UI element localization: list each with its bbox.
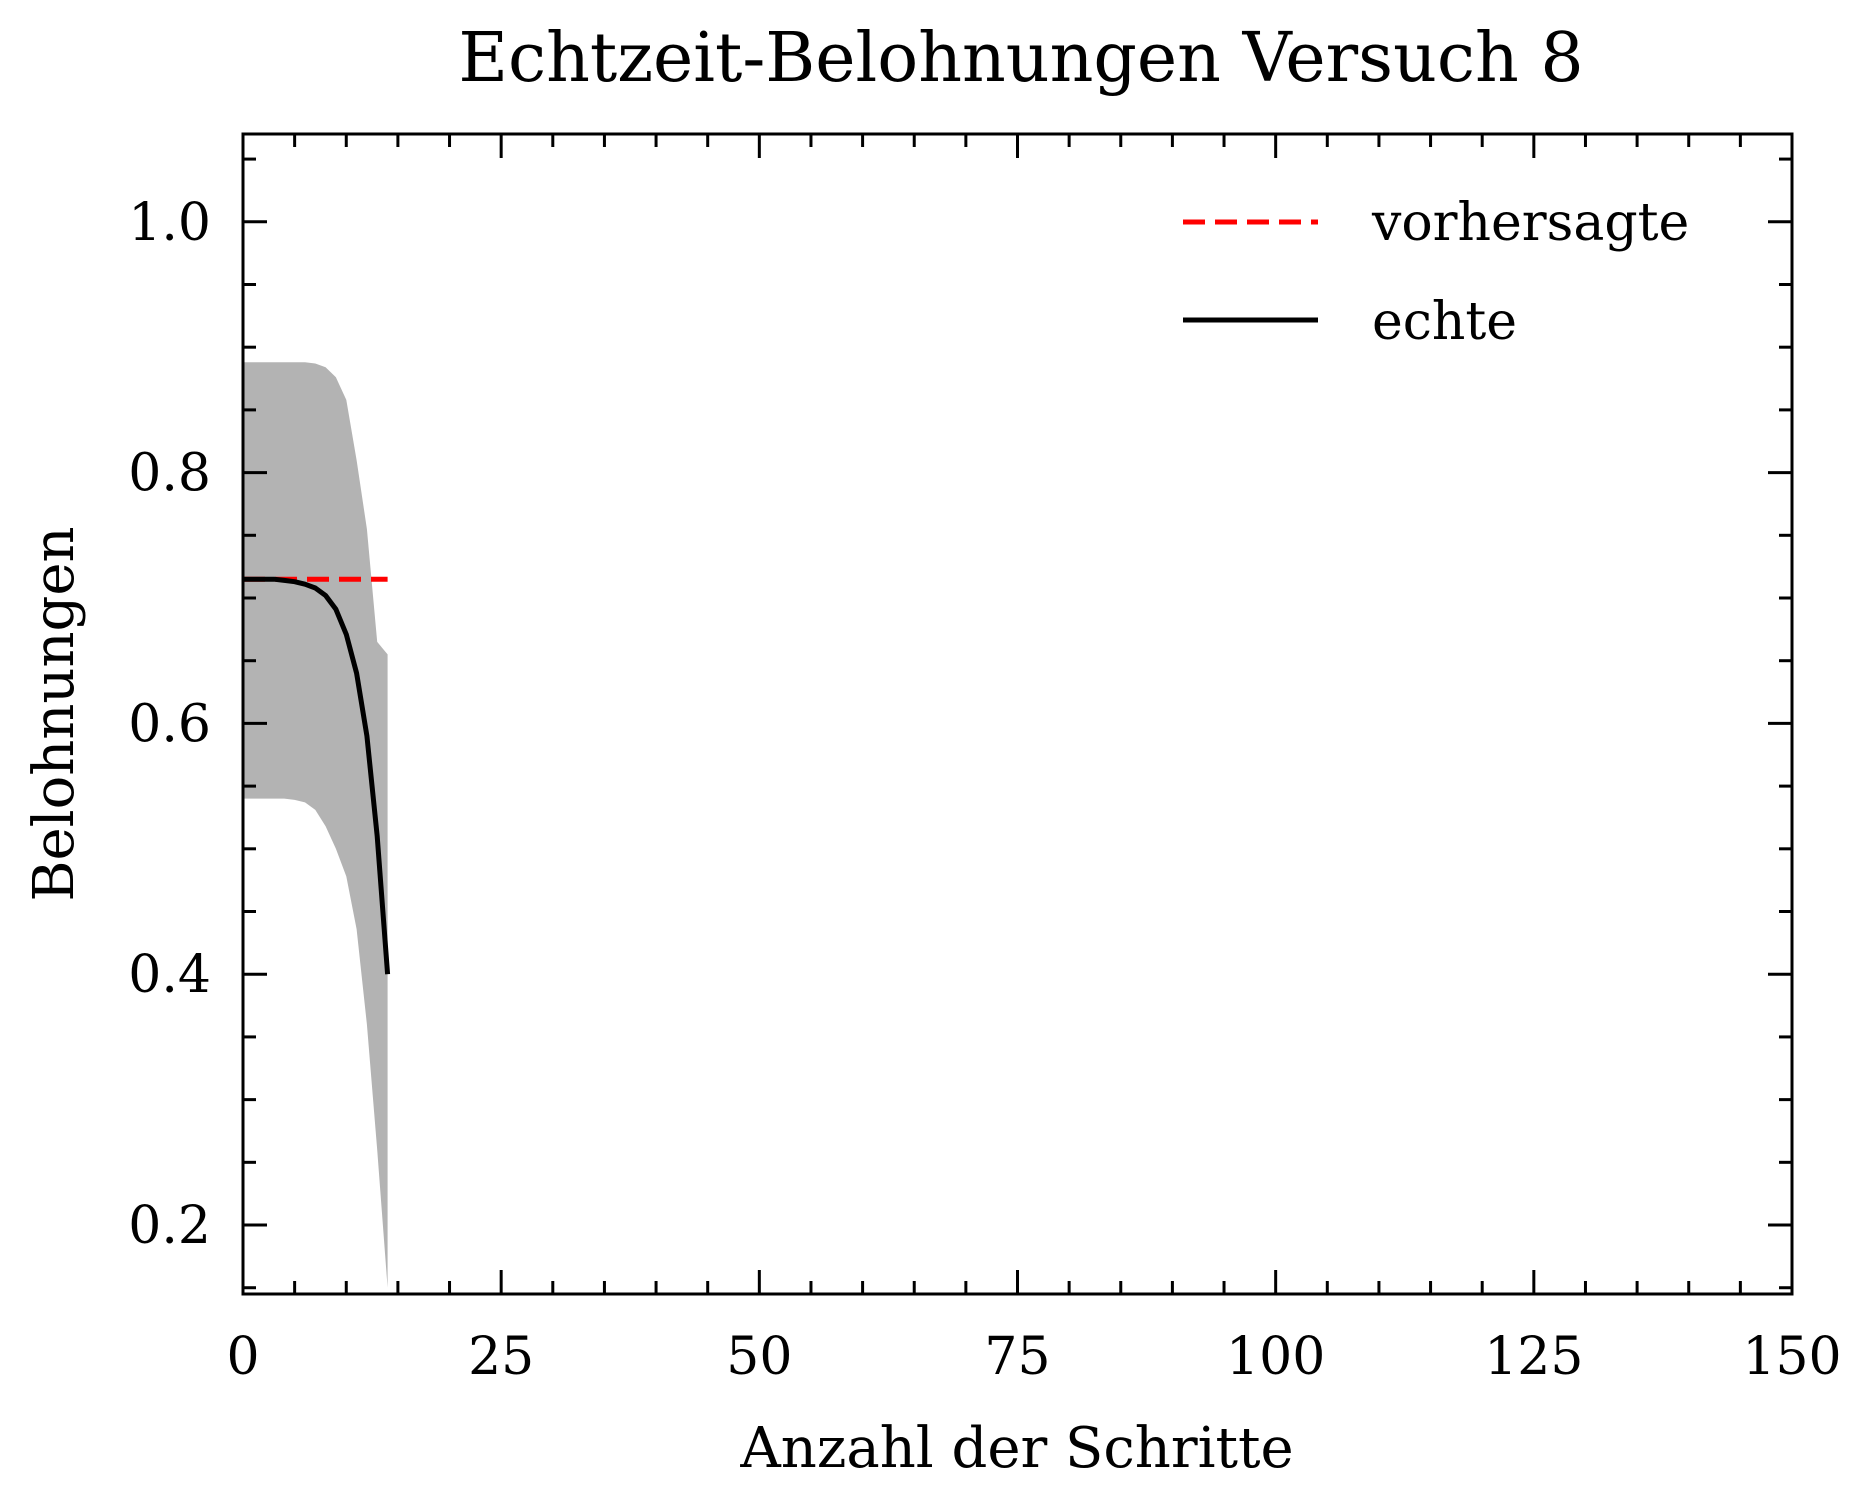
series-line-echte bbox=[243, 576, 391, 975]
x-tick-label: 0 bbox=[226, 1327, 259, 1387]
legend: vorhersagte echte bbox=[1183, 193, 1689, 352]
x-axis-label: Anzahl der Schritte bbox=[739, 1416, 1293, 1481]
y-axis-label: Belohnungen bbox=[22, 526, 87, 901]
y-tick-label: 0.2 bbox=[128, 1196, 211, 1256]
legend-label-vorhersagte: vorhersagte bbox=[1371, 193, 1689, 253]
x-tick-label: 100 bbox=[1226, 1327, 1325, 1387]
x-tick-label: 25 bbox=[468, 1327, 534, 1387]
axis-tick-labels: 0 25 50 75 100 125 150 0.2 0.4 0.6 0.8 1.0 bbox=[128, 193, 1841, 1387]
y-tick-label: 0.4 bbox=[128, 945, 211, 1005]
confidence-band bbox=[243, 362, 388, 1288]
x-tick-label: 75 bbox=[984, 1327, 1050, 1387]
x-tick-label: 50 bbox=[726, 1327, 792, 1387]
plot-frame bbox=[241, 132, 1794, 1296]
plot-area bbox=[243, 362, 391, 1288]
y-tick-label: 0.8 bbox=[128, 444, 211, 504]
x-tick-label: 150 bbox=[1742, 1327, 1841, 1387]
y-tick-label: 0.6 bbox=[128, 694, 211, 754]
chart-title: Echtzeit-Belohnungen Versuch 8 bbox=[458, 19, 1583, 98]
x-tick-label: 125 bbox=[1484, 1327, 1583, 1387]
y-tick-label: 1.0 bbox=[128, 193, 211, 253]
legend-label-echte: echte bbox=[1372, 292, 1517, 352]
